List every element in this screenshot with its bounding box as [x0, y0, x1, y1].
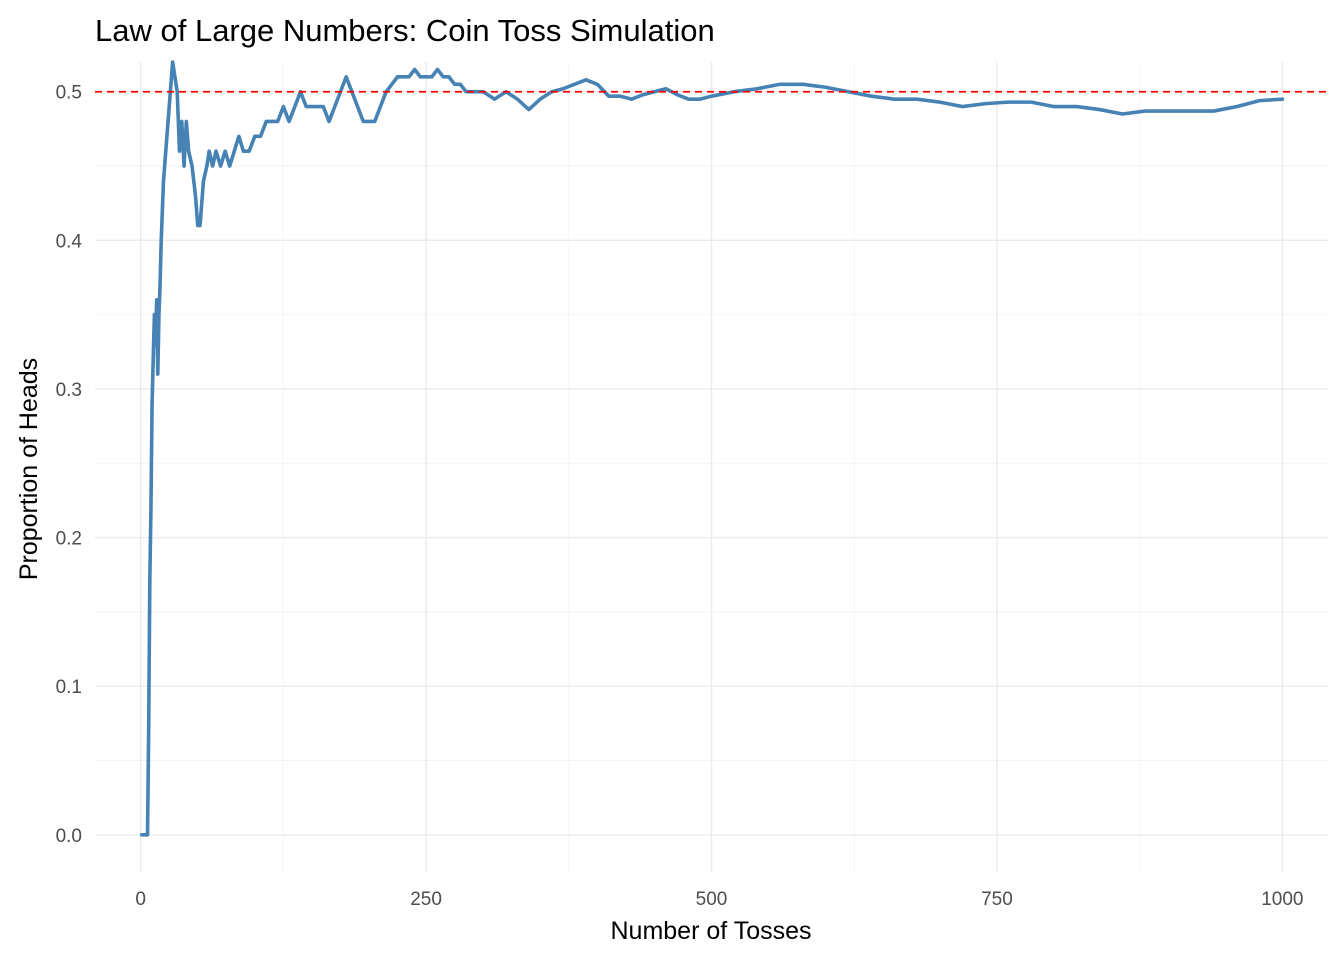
- y-tick-label: 0.5: [56, 83, 82, 104]
- major-gridlines-x: [139, 62, 1284, 872]
- y-tick-label: 0.3: [56, 380, 82, 401]
- series-layer: [140, 60, 1285, 837]
- y-tick-label: 0.0: [56, 826, 82, 847]
- x-tick-label: 0: [135, 889, 146, 910]
- y-tick-label: 0.4: [56, 231, 83, 252]
- x-tick-label: 1000: [1261, 889, 1303, 910]
- x-tick-labels: 0 250 500 750 1000: [135, 889, 1303, 910]
- chart-title: Law of Large Numbers: Coin Toss Simulati…: [95, 13, 715, 48]
- y-axis-title: Proportion of Heads: [15, 358, 43, 580]
- x-axis-title: Number of Tosses: [610, 917, 811, 945]
- x-tick-label: 250: [410, 889, 442, 910]
- x-tick-label: 500: [696, 889, 728, 910]
- x-tick-label: 750: [981, 889, 1013, 910]
- y-tick-labels: 0.0 0.1 0.2 0.3 0.4 0.5: [56, 83, 83, 847]
- series-line: [140, 60, 1285, 837]
- y-tick-label: 0.1: [56, 677, 82, 698]
- minor-gridlines-x: [282, 62, 1141, 872]
- y-tick-label: 0.2: [56, 529, 82, 550]
